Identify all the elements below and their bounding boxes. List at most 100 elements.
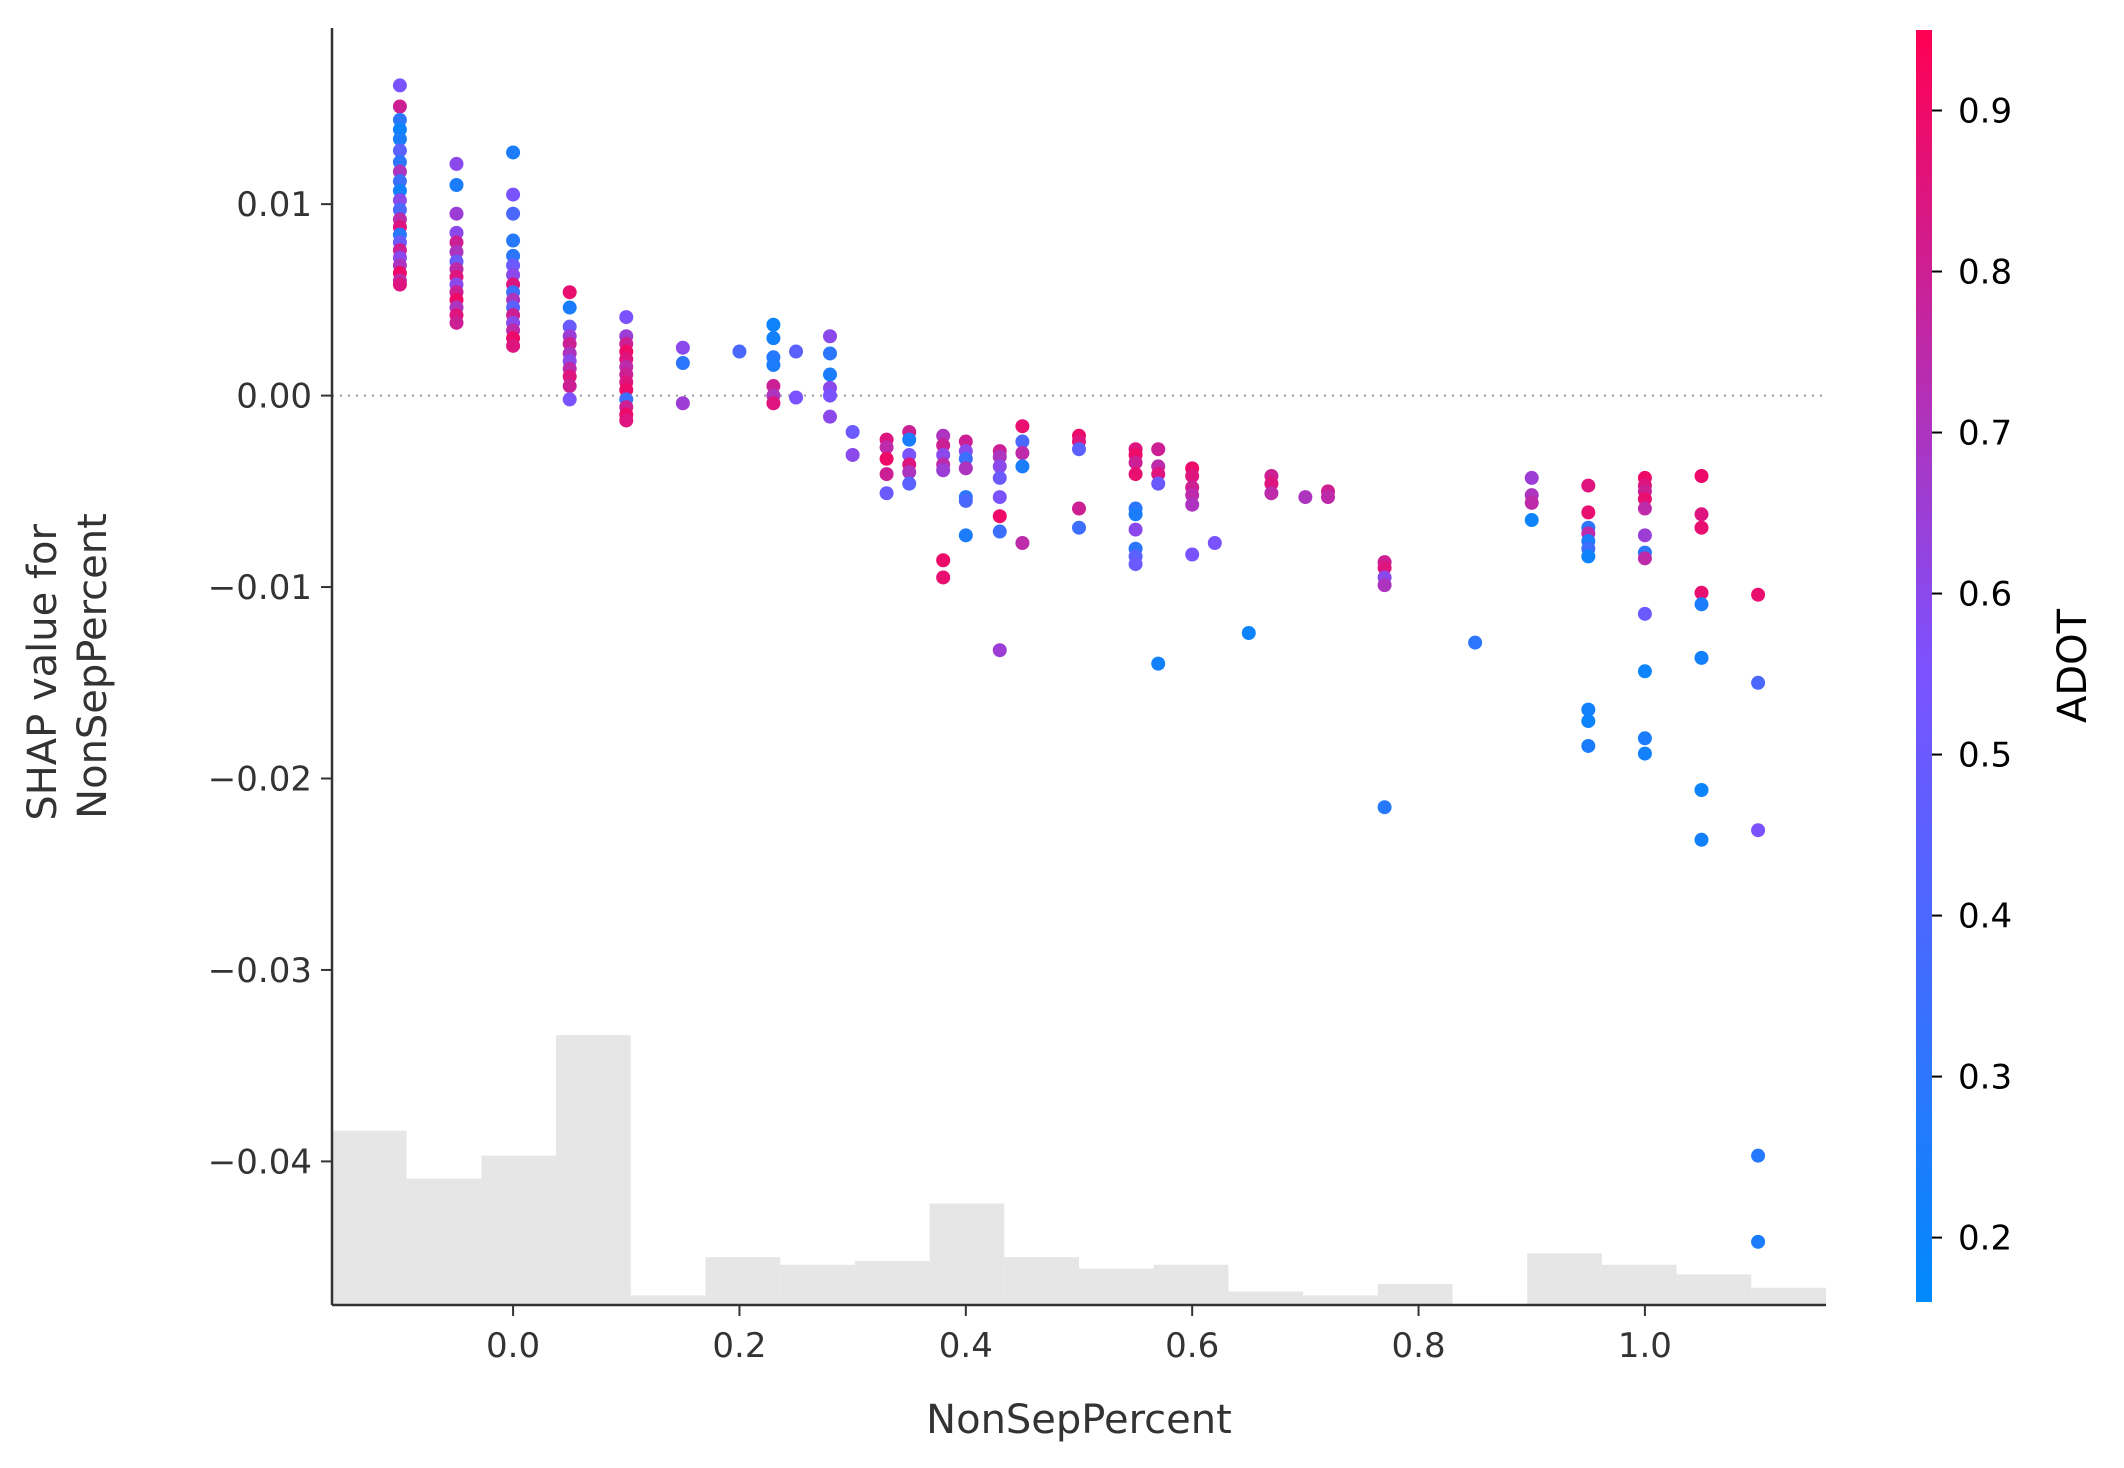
scatter-point	[879, 451, 894, 466]
scatter-point	[1151, 442, 1166, 457]
scatter-point	[1015, 446, 1030, 461]
scatter-point	[992, 524, 1007, 539]
scatter-point	[1751, 1148, 1766, 1163]
scatter-point	[879, 440, 894, 455]
scatter-point	[506, 206, 521, 221]
scatter-point	[562, 319, 577, 334]
scatter-point	[1151, 467, 1166, 482]
scatter-point	[1694, 507, 1709, 522]
colorbar-tick-label: 0.8	[1958, 253, 2012, 293]
scatter-point	[766, 357, 781, 372]
scatter-point	[1377, 800, 1392, 815]
scatter-point	[675, 340, 690, 355]
scatter-point	[449, 206, 464, 221]
scatter-point	[1751, 587, 1766, 602]
scatter-point	[392, 99, 407, 114]
colorbar-tick-label: 0.4	[1958, 897, 2012, 937]
scatter-point	[1637, 551, 1652, 566]
colorbar-tick-label: 0.7	[1958, 414, 2012, 454]
scatter-point	[845, 447, 860, 462]
colorbar-tick-label: 0.9	[1958, 92, 2012, 132]
scatter-point	[675, 396, 690, 411]
scatter-point	[1637, 746, 1652, 761]
x-axis-ticks: 0.0 0.2 0.4 0.6 0.8 1.0	[486, 1305, 1672, 1366]
scatter-point	[506, 233, 521, 248]
scatter-point	[562, 379, 577, 394]
scatter-point	[449, 156, 464, 171]
x-tick-label: 0.2	[712, 1326, 766, 1366]
scatter-point	[1581, 738, 1596, 753]
scatter-point	[1264, 486, 1279, 501]
scatter-point	[392, 132, 407, 147]
scatter-point	[992, 643, 1007, 658]
scatter-point	[506, 145, 521, 160]
scatter-point	[823, 367, 837, 382]
scatter-point	[936, 463, 951, 478]
scatter-point	[1694, 469, 1709, 484]
scatter-point	[1694, 832, 1709, 847]
scatter-point	[675, 356, 690, 371]
y-tick-label: −0.02	[208, 760, 312, 800]
x-tick-label: 0.4	[939, 1326, 993, 1366]
scatter-point	[902, 476, 917, 491]
scatter-point	[1151, 476, 1166, 491]
scatter-point	[1128, 522, 1143, 537]
scatter-point	[879, 486, 894, 501]
y-tick-label: −0.01	[208, 568, 312, 608]
scatter-point	[506, 248, 521, 263]
scatter-point	[936, 428, 951, 443]
scatter-point	[902, 447, 917, 462]
scatter-point	[1694, 597, 1709, 612]
scatter-point	[1581, 549, 1596, 564]
histogram-bar	[780, 1264, 855, 1305]
scatter-point	[845, 424, 860, 439]
scatter-point	[902, 465, 917, 480]
colorbar-tick-label: 0.6	[1958, 575, 2012, 615]
y-tick-label: −0.04	[208, 1142, 312, 1182]
histogram-bar	[1377, 1283, 1453, 1305]
scatter-point	[936, 570, 951, 585]
scatter-point	[1581, 478, 1596, 493]
colorbar-tick-label: 0.3	[1958, 1058, 2012, 1098]
scatter-point	[1581, 702, 1596, 717]
scatter-point	[1072, 520, 1086, 535]
scatter-point	[506, 187, 521, 202]
scatter-point	[766, 331, 781, 346]
scatter-point	[958, 451, 973, 466]
scatter-point	[1151, 656, 1166, 671]
scatter-point	[992, 470, 1007, 485]
scatter-point	[1128, 467, 1143, 482]
scatter-point	[992, 449, 1007, 464]
scatter-point	[992, 509, 1007, 524]
scatter-point	[506, 267, 521, 282]
scatter-point	[1637, 664, 1652, 679]
scatter-points-layer	[392, 78, 1766, 1249]
scatter-point	[392, 183, 407, 198]
scatter-point	[1581, 505, 1596, 520]
histogram-bar	[481, 1155, 557, 1305]
scatter-point	[1637, 528, 1652, 543]
scatter-point	[562, 392, 577, 407]
y-axis-ticks: 0.01 0.00 −0.01 −0.02 −0.03 −0.04	[208, 185, 332, 1182]
scatter-point	[1128, 557, 1143, 572]
scatter-point	[1128, 455, 1143, 470]
scatter-point	[392, 277, 407, 292]
histogram-bar	[1228, 1291, 1304, 1305]
scatter-point	[1072, 501, 1086, 516]
scatter-point	[789, 344, 804, 359]
scatter-point	[1637, 491, 1652, 506]
y-tick-label: 0.00	[236, 377, 312, 417]
scatter-point	[1015, 536, 1030, 551]
scatter-point	[1298, 490, 1313, 505]
scatter-point	[936, 553, 951, 568]
scatter-point	[732, 344, 747, 359]
scatter-point	[823, 409, 837, 424]
histogram-bar	[854, 1260, 930, 1305]
scatter-point	[1751, 1234, 1766, 1249]
scatter-point	[958, 528, 973, 543]
scatter-point	[823, 388, 837, 403]
scatter-point	[1207, 536, 1222, 551]
scatter-point	[1377, 560, 1392, 575]
scatter-point	[392, 155, 407, 170]
scatter-point	[958, 493, 973, 508]
